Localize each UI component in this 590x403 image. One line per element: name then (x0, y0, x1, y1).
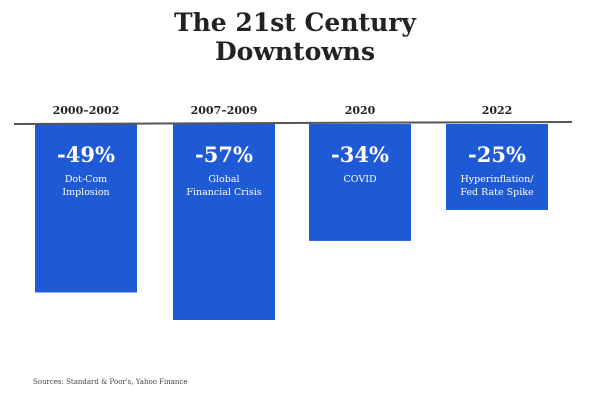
bar-2 (309, 124, 411, 241)
category-label-3: 2022 (482, 104, 513, 117)
bar-description-0-0: Dot-Com (65, 174, 107, 185)
bar-3 (446, 124, 548, 210)
labels-layer: 2000–2002 -49% Dot-Com Implosion 2007–2009 -5… (53, 104, 535, 198)
value-label-1: -57% (195, 142, 253, 167)
bars-layer (35, 124, 548, 320)
chart-title: The 21st Century Downtowns (174, 8, 416, 66)
bar-description-3-0: Hyperinflation/ (461, 174, 535, 185)
chart-baseline (13, 121, 573, 125)
category-label-1: 2007–2009 (191, 104, 258, 117)
bar-description-1-1: Financial Crisis (186, 187, 261, 198)
category-label-0: 2000–2002 (53, 104, 120, 117)
value-label-0: -49% (57, 142, 115, 167)
bar-description-1-0: Global (208, 174, 239, 185)
bar-0 (35, 124, 137, 293)
bar-description-3-1: Fed Rate Spike (460, 187, 534, 198)
value-label-3: -25% (468, 142, 526, 167)
category-label-2: 2020 (345, 104, 376, 117)
bar-description-2-0: COVID (343, 174, 377, 185)
bar-1 (173, 124, 275, 320)
bar-description-0-1: Implosion (62, 187, 109, 198)
source-note: Sources: Standard & Poor's, Yahoo Financ… (33, 378, 188, 386)
value-label-2: -34% (331, 142, 389, 167)
